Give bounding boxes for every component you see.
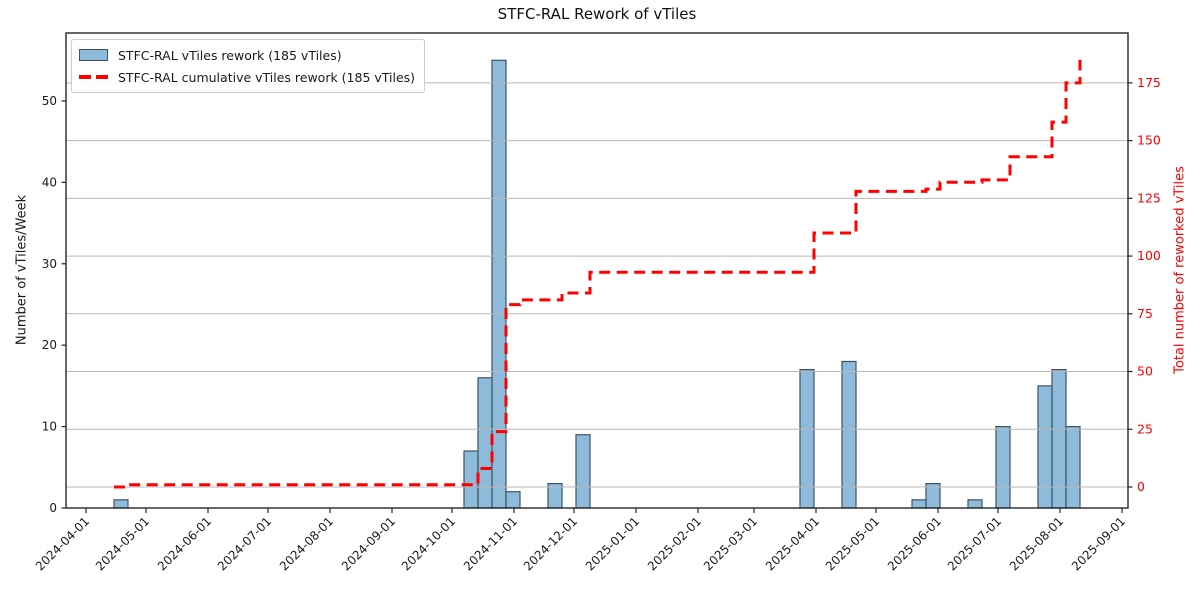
x-tick-label: 2024-12-01	[521, 514, 580, 573]
bar	[505, 491, 521, 509]
x-tick-label: 2024-07-01	[215, 514, 274, 573]
legend-label: STFC-RAL cumulative vTiles rework (185 v…	[118, 69, 416, 85]
x-tick-label: 2024-08-01	[277, 514, 336, 573]
x-tick-label: 2025-07-01	[945, 514, 1004, 573]
y-tick-label-right: 25	[1137, 421, 1153, 436]
x-tick-label: 2025-01-01	[583, 514, 642, 573]
x-tick-label: 2025-09-01	[1069, 514, 1128, 573]
y-tick-label-right: 175	[1137, 75, 1161, 90]
chart-title: STFC-RAL Rework of vTiles	[497, 5, 697, 23]
y-tick-label-left: 0	[49, 501, 57, 515]
y-tick-label-left: 10	[42, 420, 57, 434]
x-tick-label: 2024-11-01	[461, 514, 520, 573]
y-tick-label-right: 100	[1137, 248, 1161, 263]
bar	[491, 59, 507, 509]
bar	[463, 450, 479, 509]
bar	[113, 499, 129, 509]
legend-entry-cumulative: STFC-RAL cumulative vTiles rework (185 v…	[79, 69, 415, 85]
y-tick-label-right: 0	[1137, 479, 1145, 494]
x-tick-label: 2025-05-01	[823, 514, 882, 573]
x-tick-label: 2024-10-01	[399, 514, 458, 573]
x-tick-label: 2024-06-01	[155, 514, 214, 573]
left-axis-title: Number of vTiles/Week	[14, 194, 30, 346]
y-tick-label-left: 20	[42, 338, 57, 352]
x-tick-label: 2025-06-01	[885, 514, 944, 573]
legend-label: STFC-RAL vTiles rework (185 vTiles)	[118, 47, 342, 63]
legend: STFC-RAL vTiles rework (185 vTiles) STFC…	[71, 39, 426, 93]
dashed-line-swatch-icon	[79, 75, 108, 79]
y-tick-label-right: 150	[1137, 133, 1161, 148]
bar	[1037, 385, 1053, 509]
x-tick-label: 2025-08-01	[1007, 514, 1066, 573]
bar	[841, 360, 857, 509]
bar	[911, 499, 927, 509]
y-tick-label-right: 50	[1137, 364, 1153, 379]
y-tick-label-right: 75	[1137, 306, 1153, 321]
bar	[967, 499, 983, 509]
x-tick-label: 2024-09-01	[339, 514, 398, 573]
bar	[575, 434, 591, 509]
y-tick-label-left: 30	[42, 257, 57, 271]
y-tick-label-left: 50	[42, 94, 57, 108]
bar-swatch-icon	[79, 49, 108, 61]
x-tick-label: 2024-05-01	[93, 514, 152, 573]
cumulative-line	[114, 59, 1082, 489]
plot-border	[65, 32, 1129, 509]
y-tick-label-left: 40	[42, 175, 57, 189]
x-tick-label: 2025-03-01	[701, 514, 760, 573]
legend-entry-bars: STFC-RAL vTiles rework (185 vTiles)	[79, 47, 415, 63]
bar	[995, 425, 1011, 509]
bar	[1065, 425, 1081, 509]
y-tick-label-right: 125	[1137, 190, 1161, 205]
x-tick-label: 2025-04-01	[763, 514, 822, 573]
x-tick-label: 2025-02-01	[645, 514, 704, 573]
right-axis-title: Total number of reworked vTiles	[1172, 166, 1188, 374]
bar	[477, 377, 493, 509]
x-tick-label: 2024-04-01	[33, 514, 92, 573]
